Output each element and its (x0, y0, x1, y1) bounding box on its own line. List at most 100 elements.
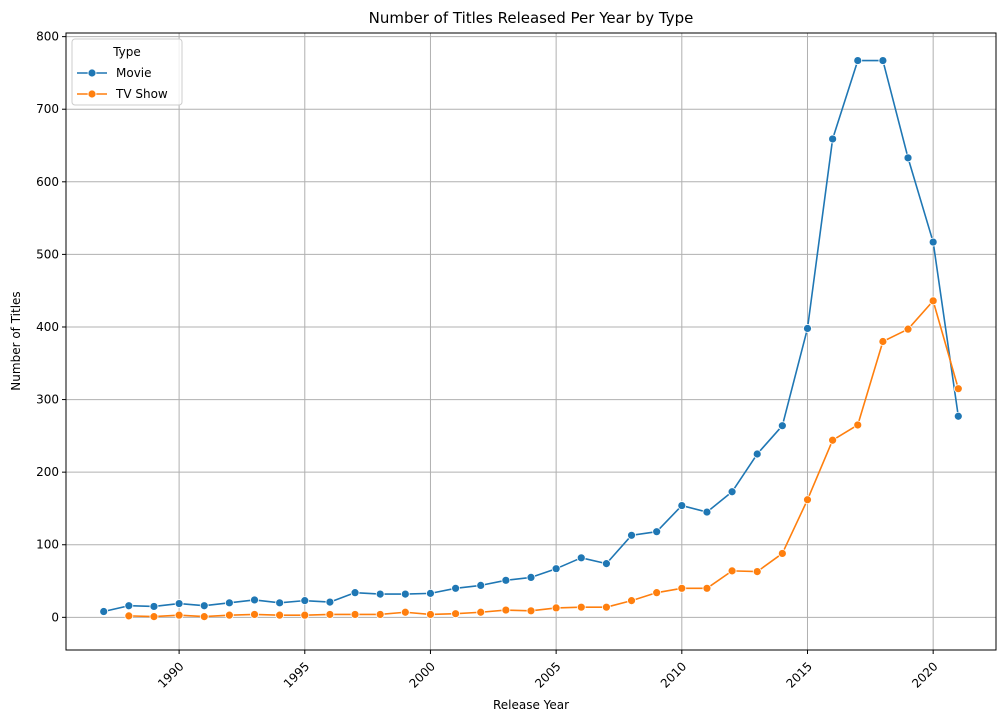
y-tick-label: 600 (36, 175, 59, 189)
data-point-tv-show (828, 435, 838, 445)
data-point-movie (375, 589, 385, 599)
data-point-tv-show (275, 610, 285, 620)
x-tick-label: 2020 (909, 659, 940, 690)
data-point-movie (350, 588, 360, 598)
data-point-tv-show (325, 610, 335, 619)
data-point-movie (149, 602, 159, 611)
legend-label-tv-show: TV Show (115, 87, 168, 101)
legend-item-tv-show: TV Show (77, 87, 168, 101)
data-point-tv-show (300, 610, 310, 620)
legend-title: Type (112, 45, 141, 59)
data-point-movie (803, 324, 812, 333)
y-tick-label: 400 (36, 320, 59, 334)
data-point-tv-show (803, 495, 812, 505)
legend-items: Movie TV Show (77, 66, 168, 101)
data-point-tv-show (928, 296, 938, 306)
data-point-tv-show (526, 606, 536, 616)
grid (66, 33, 996, 650)
data-point-tv-show (602, 602, 611, 612)
data-point-movie (853, 56, 863, 65)
y-tick-label: 500 (36, 247, 59, 261)
data-point-movie (777, 421, 787, 431)
data-point-movie (652, 527, 662, 537)
data-point-movie (250, 595, 259, 605)
data-point-tv-show (551, 603, 561, 613)
legend-label-movie: Movie (116, 66, 152, 80)
data-point-movie (602, 559, 611, 569)
data-point-movie (325, 597, 335, 607)
data-point-movie (953, 411, 963, 421)
data-point-tv-show (677, 583, 687, 593)
data-point-tv-show (476, 607, 486, 617)
data-point-movie (174, 599, 184, 608)
data-point-tv-show (174, 610, 184, 620)
data-point-movie (400, 589, 410, 599)
data-point-movie (451, 583, 460, 593)
plot-frame (65, 32, 997, 651)
data-point-movie (928, 237, 938, 247)
series-line-movie (103, 59, 960, 613)
data-point-movie (702, 507, 712, 517)
x-tick-label: 2000 (406, 659, 437, 690)
data-point-movie (677, 501, 687, 510)
data-point-tv-show (627, 596, 636, 606)
data-point-movie (476, 580, 486, 590)
data-point-tv-show (878, 337, 888, 346)
legend: Type Movie TV Show (71, 38, 183, 106)
x-tick-label: 2010 (658, 659, 689, 690)
data-point-tv-show (250, 610, 259, 619)
data-point-tv-show (350, 610, 360, 619)
y-tick-label: 300 (36, 393, 59, 407)
data-point-movie (828, 134, 838, 144)
data-point-tv-show (501, 605, 511, 615)
legend-marker-tv-show (87, 89, 97, 99)
data-point-tv-show (953, 384, 963, 394)
y-tick-label: 100 (36, 538, 59, 552)
data-point-movie (300, 596, 310, 606)
data-point-tv-show (702, 583, 712, 593)
data-point-movie (576, 553, 586, 563)
series-layer (99, 56, 963, 622)
data-point-tv-show (752, 567, 762, 577)
y-tick-label: 0 (51, 610, 59, 624)
data-point-tv-show (400, 607, 410, 617)
data-point-movie (199, 601, 209, 611)
legend-marker-movie (87, 68, 97, 78)
x-tick-label: 2015 (784, 659, 815, 690)
data-point-movie (627, 530, 636, 540)
data-point-tv-show (199, 612, 209, 622)
data-point-movie (903, 153, 913, 163)
data-point-movie (551, 564, 561, 574)
x-tick-label: 2005 (532, 659, 563, 690)
data-point-tv-show (451, 609, 460, 619)
data-point-movie (99, 607, 109, 616)
data-point-tv-show (777, 549, 787, 558)
series-line-tv-show (128, 300, 960, 618)
data-point-movie (275, 598, 285, 608)
data-point-movie (752, 449, 762, 459)
data-point-tv-show (727, 566, 737, 576)
series-movie (99, 56, 963, 616)
x-tick-label: 1995 (281, 659, 312, 690)
y-tick-label: 700 (36, 102, 59, 116)
x-axis-label: Release Year (493, 698, 569, 712)
data-point-tv-show (124, 611, 134, 621)
legend-box (71, 38, 183, 106)
x-tick-label: 1990 (155, 659, 186, 690)
ticks: 1990 1995 2000 2005 2010 2015 2020 0 100 200 300 40… (36, 30, 941, 691)
series-tv-show (124, 296, 963, 622)
chart-title: Number of Titles Released Per Year by Ty… (369, 9, 694, 27)
y-tick-label: 200 (36, 465, 59, 479)
data-point-tv-show (853, 420, 863, 430)
data-point-tv-show (426, 610, 435, 619)
legend-item-movie: Movie (77, 66, 152, 80)
data-point-tv-show (224, 610, 234, 620)
data-point-tv-show (903, 324, 913, 334)
data-point-movie (727, 487, 737, 497)
data-point-movie (501, 575, 511, 585)
y-tick-label: 800 (36, 30, 59, 44)
data-point-tv-show (652, 588, 662, 598)
data-point-movie (878, 56, 888, 65)
y-axis-label: Number of Titles (9, 291, 23, 390)
